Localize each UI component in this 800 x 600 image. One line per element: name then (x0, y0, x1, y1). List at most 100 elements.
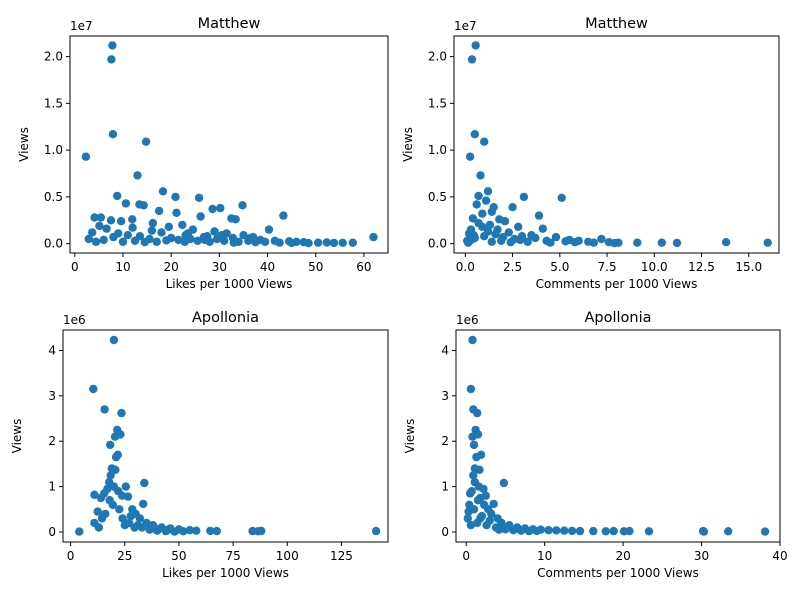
subplot-2: 0.0 2.5 5.0 7.5 10.0 12.5 15.0 0.0 0.5 1.0 1.5 2.0 1… (401, 16, 780, 291)
data-point (115, 505, 124, 514)
data-point (108, 41, 117, 50)
data-point (157, 228, 166, 237)
axes-frame (69, 35, 389, 254)
data-point (509, 526, 518, 535)
x-tick-label: 100 (276, 549, 299, 563)
data-point (672, 238, 682, 248)
data-point (544, 526, 553, 535)
data-point (139, 499, 148, 509)
data-point (519, 192, 529, 202)
x-tick-label: 30 (212, 260, 227, 274)
data-point (551, 232, 561, 242)
data-point (206, 526, 215, 536)
data-point (531, 233, 540, 243)
data-point (111, 452, 121, 462)
y-tick-label: 0.0 (44, 237, 63, 251)
data-point (570, 238, 580, 247)
data-point (140, 238, 149, 247)
data-point (481, 196, 491, 205)
data-point (239, 231, 248, 240)
data-point (479, 484, 488, 494)
data-point (534, 211, 544, 220)
data-point (487, 237, 496, 246)
x-tick-label: 30 (694, 549, 709, 563)
data-point (264, 225, 274, 234)
data-point (476, 171, 485, 180)
data-point (116, 217, 126, 226)
axes-frame (62, 329, 389, 543)
data-point (109, 482, 119, 491)
data-point (94, 523, 104, 532)
scatter-points (463, 335, 770, 536)
data-point (212, 526, 221, 536)
x-tick-label: 60 (356, 260, 371, 274)
data-point (371, 526, 381, 536)
data-point (476, 514, 485, 523)
data-point (90, 213, 99, 222)
data-point (473, 496, 483, 505)
x-axis-label: Likes per 1000 Views (162, 566, 289, 580)
data-point (133, 171, 142, 180)
data-point (469, 440, 479, 450)
y-tick-label: 1.0 (44, 143, 63, 157)
data-point (538, 224, 547, 233)
y-axis-label: Views (403, 419, 417, 454)
data-point (196, 212, 205, 221)
data-point (148, 218, 158, 228)
data-point (468, 335, 477, 345)
data-point (110, 432, 120, 441)
data-point (217, 231, 226, 240)
x-tick-label: 10.0 (641, 260, 668, 274)
data-point (229, 238, 238, 247)
y-axis-label: Views (17, 127, 31, 162)
data-point (508, 203, 517, 212)
x-tick-label: 20 (164, 260, 179, 274)
scatter-points (463, 41, 772, 248)
y-tick-label: 2.0 (428, 50, 447, 64)
data-point (499, 478, 509, 488)
y-tick-label: 2.0 (44, 50, 63, 64)
data-point (485, 516, 494, 525)
data-point (193, 236, 202, 245)
data-point (489, 499, 498, 509)
data-point (210, 227, 219, 236)
data-point (601, 527, 610, 536)
x-tick-label: 0 (67, 549, 75, 563)
x-tick-label: 2.5 (503, 260, 522, 274)
data-point (75, 527, 84, 536)
y-offset-label: 1e7 (454, 19, 477, 33)
data-point (467, 487, 476, 496)
data-point (150, 524, 160, 533)
data-point (699, 527, 709, 536)
data-point (108, 130, 118, 139)
x-tick-label: 0 (462, 549, 470, 563)
subplot-1: 0 10 20 30 40 50 60 0.0 0.5 1.0 1.5 2.0 1e7 Matthew Li… (17, 16, 389, 291)
data-point (106, 216, 116, 225)
y-tick-label: 0 (48, 525, 56, 539)
data-point (721, 238, 731, 247)
data-point (644, 527, 654, 536)
y-tick-label: 1.0 (428, 143, 447, 157)
data-point (121, 482, 130, 491)
x-tick-label: 7.5 (598, 260, 617, 274)
data-point (194, 193, 204, 202)
data-point (478, 222, 487, 231)
y-tick-label: 0.0 (428, 237, 447, 251)
x-axis-label: Comments per 1000 Views (536, 277, 698, 291)
y-offset-label: 1e6 (456, 313, 479, 327)
x-tick-label: 0 (71, 260, 79, 274)
x-axis-label: Comments per 1000 Views (537, 566, 699, 580)
data-point (158, 187, 168, 196)
data-point (99, 235, 108, 245)
data-point (185, 526, 194, 535)
x-tick-label: 10 (115, 260, 130, 274)
data-point (135, 232, 145, 241)
data-point (471, 41, 480, 50)
data-point (313, 238, 323, 247)
x-tick-label: 50 (171, 549, 186, 563)
axes-frame (455, 329, 781, 543)
data-point (487, 509, 496, 519)
data-point (96, 213, 106, 222)
data-point (147, 226, 157, 235)
data-point (120, 521, 129, 530)
